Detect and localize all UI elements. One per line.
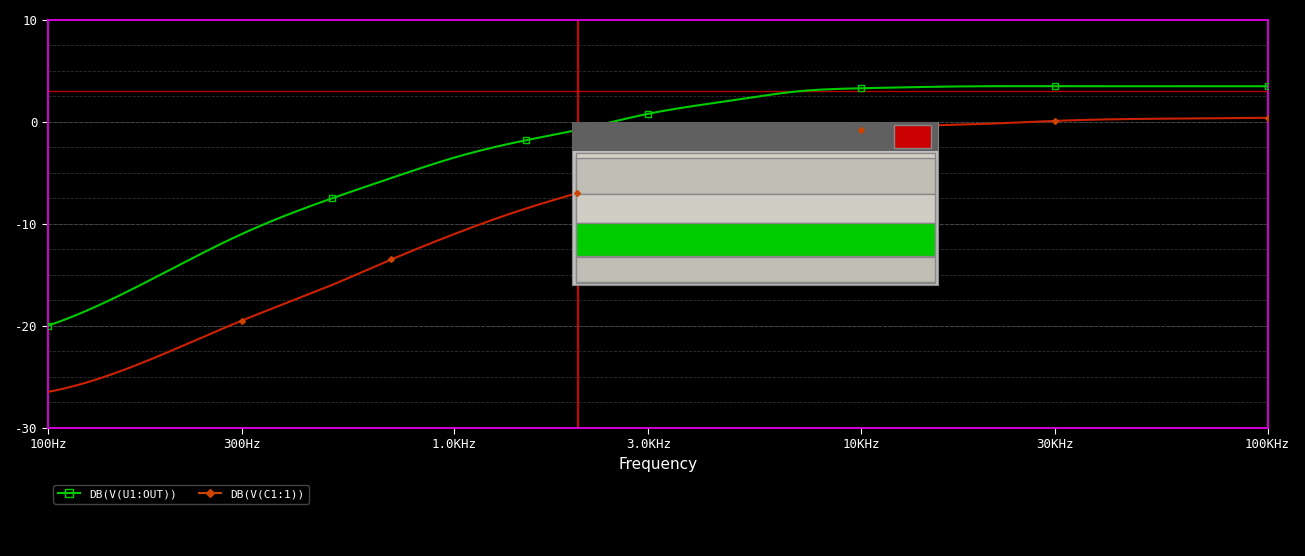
X-axis label: Frequency: Frequency <box>619 456 697 471</box>
Legend: DB(V(U1:OUT)), DB(V(C1:1)): DB(V(U1:OUT)), DB(V(C1:1)) <box>54 485 309 504</box>
